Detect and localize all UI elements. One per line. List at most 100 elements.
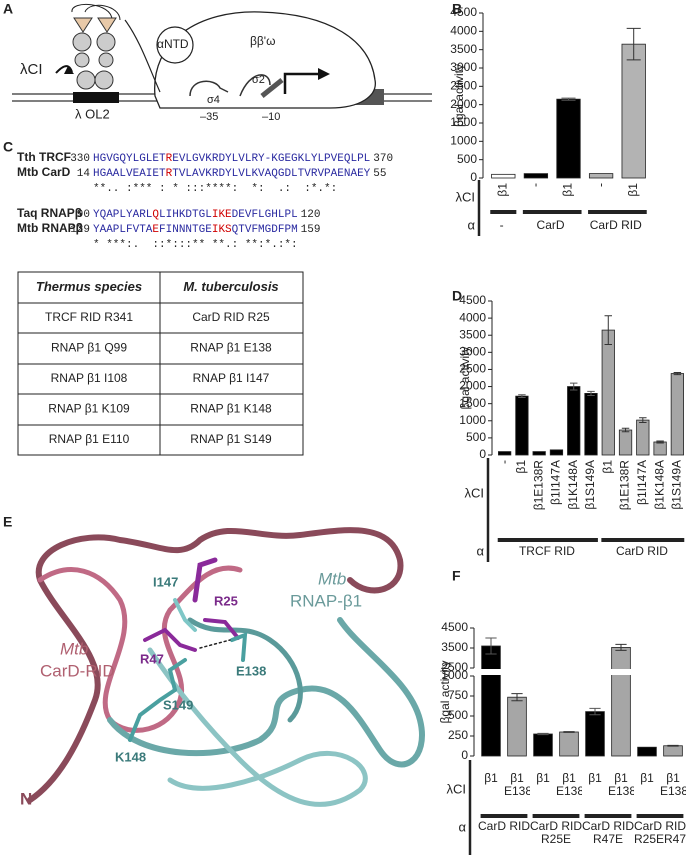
sequence-name: Taq RNAPβ [17,206,82,220]
error-bar [626,27,641,61]
x-tick-label: β1 E138R [556,772,582,798]
error-bar [561,97,576,101]
y-tick-label: 0 [461,748,468,762]
residue-label: R25 [214,593,238,608]
x-tick-label: β1S149A [583,460,597,510]
diagram-label: λCI [20,61,43,78]
residue-label: K148 [115,749,146,764]
axis-break [471,669,686,675]
consensus: * ***:. ::*:::** **.: **:*.:*: [93,239,298,251]
y-tick-label: 0 [470,170,477,184]
structure-label: N [20,789,32,808]
group-label-box: CarD RID R25E [530,820,582,846]
sequence-start: 330 [70,153,90,165]
error-bar [673,372,682,376]
sequence-end: 159 [301,224,321,236]
sequence: YQAPLYARLQLIHKDTGLIKEDEVFLGHLPL [93,209,298,221]
x-tick-label: - [528,183,542,187]
bar [588,173,614,179]
error-bar [511,693,523,702]
residue-label: S149 [163,697,193,712]
diagram-label: αNTD [157,37,189,51]
y-axis-label: βgal activity [452,64,466,127]
table-cell: CarD RID R25 [192,310,270,324]
panel-label: A [3,1,13,17]
bar [567,386,581,456]
group-label: CarD RID R47E [582,820,634,846]
y-tick-label: 750 [448,688,468,702]
sequence-segment: IKE [212,209,232,221]
bar [663,745,683,757]
group-label-box: CarD RID [478,820,530,833]
sequence-end: 370 [373,153,393,165]
table-cell: RNAP β1 E110 [49,432,130,446]
x-tick-label: β1 [495,183,509,197]
x-tick-label: β1S149A [670,460,684,510]
error-bar [587,390,595,396]
residue-label: R47 [140,651,164,666]
group-label-box: CarD RID R47E [582,820,634,846]
structure-label: Mtb [60,639,88,658]
error-bar [667,744,679,747]
y-tick-label: 3500 [459,327,486,341]
x-tick-label: β1E138R [618,460,632,511]
table-cell: RNAP β1 S149 [190,432,272,446]
table-cell: RNAP β1 I147 [193,371,270,385]
x-tick-label-box: β1 E138R [608,772,634,798]
x-tick-label: β1 E138R [504,772,530,798]
y-tick-label: 1000 [441,668,468,682]
x-tick-label: β1K148A [566,460,580,510]
sequence-segment: FINNNTGE [159,224,212,236]
table-cell: RNAP β1 E138 [190,341,272,355]
y-tick-label: 3500 [450,42,477,56]
sequence-segment: HGAALVEAIET [93,168,166,180]
bar [515,395,529,456]
y-tick-label: 4500 [441,620,468,634]
x-tick-label-box: β1 [588,772,602,785]
diagram-label: lacZ [340,91,362,103]
x-tick-label-box: β1 [536,772,550,785]
y-axis-label: βgal activity [438,661,452,724]
sequence-segment: R [166,168,173,180]
y-tick-label: 500 [466,430,486,444]
error-bar [604,315,613,345]
x-tick-label: β1K148A [652,460,666,510]
y-tick-label: 1500 [450,115,477,129]
sequence-segment: DEVFLGHLPL [232,209,298,221]
bar [532,451,546,456]
error-bar [518,394,526,399]
bar [670,373,684,456]
row-label: α [476,543,484,558]
table-cell: RNAP β1 K148 [190,402,272,416]
y-tick-label: 4500 [450,5,477,19]
sequence-segment: E [152,224,159,236]
y-tick-label: 2500 [459,362,486,376]
sequence-segment: QTVFMGDFPM [232,224,298,236]
group-label: CarD RID [478,820,530,833]
table-cell: RNAP β1 I108 [51,371,128,385]
sequence-start: 90 [77,209,90,221]
bar [491,173,516,179]
x-tick-label: β1I147A [635,460,649,505]
diagram-label: –10 [262,111,280,123]
x-tick-label: - [497,460,511,464]
y-tick-label: 500 [448,708,468,722]
y-tick-label: 3000 [459,345,486,359]
sequence-segment: R [166,153,173,165]
sequence-start: 14 [77,168,91,180]
error-bar [589,707,601,716]
sequence-segment: YAAPLFVTA [93,224,153,236]
sequence-segment: YQAPLYARL [93,209,152,221]
sequence: HGVGQYLGLETREVLGVKRDYLVLRY-KGEGKLYLPVEQL… [93,153,370,165]
x-tick-label: β1 [536,772,550,785]
bar [481,645,501,757]
x-tick-label: β1I147A [549,460,563,505]
bar [533,733,553,757]
x-tick-label-box: β1 [640,772,654,785]
structure-label: RNAP-β1 [290,591,362,610]
y-tick-label: 1500 [459,396,486,410]
error-bar [621,427,630,433]
y-tick-label: 2500 [450,79,477,93]
x-tick-label-box: β1 E138R [556,772,582,798]
y-tick-label: 1000 [450,134,477,148]
